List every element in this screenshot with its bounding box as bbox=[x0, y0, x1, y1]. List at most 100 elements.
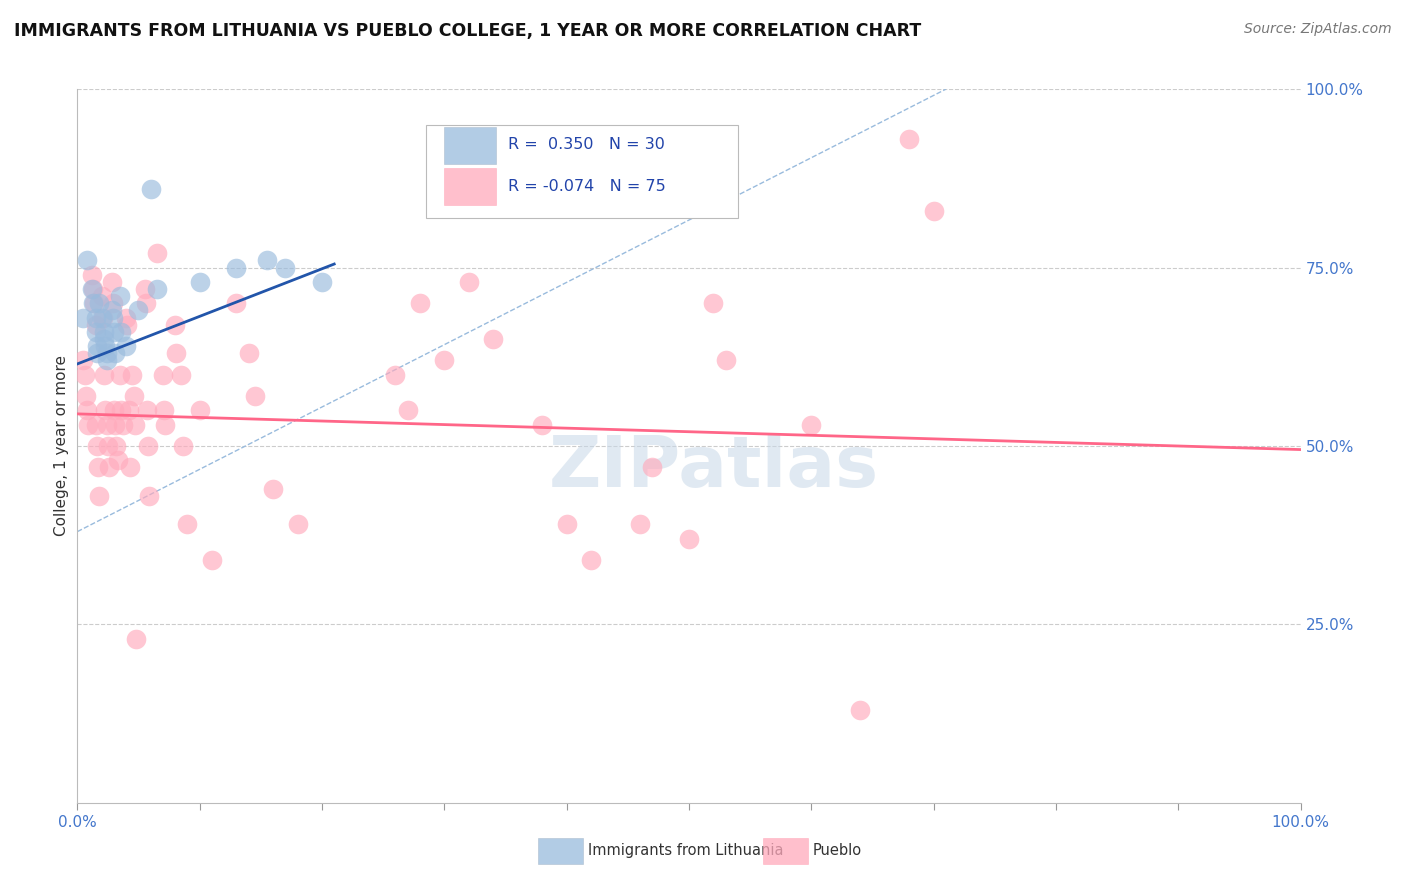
Point bbox=[433, 353, 456, 368]
Point bbox=[80, 282, 103, 296]
Point bbox=[110, 403, 132, 417]
Point bbox=[94, 403, 117, 417]
Point bbox=[152, 368, 174, 382]
Point bbox=[98, 460, 121, 475]
Text: Immigrants from Lithuania: Immigrants from Lithuania bbox=[588, 844, 783, 858]
Point bbox=[849, 703, 872, 717]
Point bbox=[262, 482, 284, 496]
Text: ZIPatlas: ZIPatlas bbox=[548, 433, 879, 502]
Point bbox=[84, 417, 107, 432]
Point bbox=[256, 253, 278, 268]
Point bbox=[87, 460, 110, 475]
Point bbox=[201, 553, 224, 567]
FancyBboxPatch shape bbox=[444, 127, 496, 164]
Point bbox=[77, 417, 100, 432]
Point bbox=[188, 275, 211, 289]
Point bbox=[121, 368, 143, 382]
Text: Source: ZipAtlas.com: Source: ZipAtlas.com bbox=[1244, 22, 1392, 37]
Point bbox=[409, 296, 432, 310]
Text: IMMIGRANTS FROM LITHUANIA VS PUEBLO COLLEGE, 1 YEAR OR MORE CORRELATION CHART: IMMIGRANTS FROM LITHUANIA VS PUEBLO COLL… bbox=[14, 22, 921, 40]
Point bbox=[76, 253, 98, 268]
Point bbox=[76, 403, 98, 417]
Point bbox=[90, 310, 112, 325]
Point bbox=[75, 389, 97, 403]
Point bbox=[93, 332, 115, 346]
Point bbox=[72, 310, 94, 325]
Point bbox=[108, 289, 131, 303]
Point bbox=[104, 346, 127, 360]
Point bbox=[238, 346, 260, 360]
Point bbox=[136, 439, 159, 453]
Point bbox=[287, 517, 309, 532]
Point bbox=[86, 346, 108, 360]
Point bbox=[125, 632, 148, 646]
Point bbox=[384, 368, 406, 382]
Text: R = -0.074   N = 75: R = -0.074 N = 75 bbox=[508, 179, 665, 194]
Point bbox=[531, 417, 554, 432]
Point bbox=[146, 246, 169, 260]
Point bbox=[714, 353, 737, 368]
Point bbox=[146, 282, 169, 296]
Point bbox=[396, 403, 419, 417]
Point bbox=[84, 310, 107, 325]
Point bbox=[118, 403, 141, 417]
Point bbox=[100, 275, 122, 289]
Point bbox=[155, 417, 177, 432]
Point bbox=[641, 460, 664, 475]
Point bbox=[172, 439, 194, 453]
Point bbox=[118, 460, 141, 475]
Point bbox=[97, 439, 120, 453]
Point bbox=[107, 453, 129, 467]
Point bbox=[153, 403, 176, 417]
FancyBboxPatch shape bbox=[444, 168, 496, 205]
Y-axis label: College, 1 year or more: College, 1 year or more bbox=[53, 356, 69, 536]
Point bbox=[139, 182, 162, 196]
Point bbox=[89, 489, 111, 503]
Point bbox=[135, 296, 157, 310]
Point bbox=[115, 310, 138, 325]
Point bbox=[96, 417, 118, 432]
FancyBboxPatch shape bbox=[426, 125, 738, 218]
Point bbox=[311, 275, 333, 289]
Point bbox=[274, 260, 297, 275]
Point bbox=[628, 517, 651, 532]
Point bbox=[103, 403, 125, 417]
Point bbox=[124, 417, 146, 432]
Point bbox=[101, 310, 124, 325]
Point bbox=[72, 353, 94, 368]
Point bbox=[90, 289, 112, 303]
Point bbox=[482, 332, 505, 346]
Point bbox=[96, 346, 118, 360]
Point bbox=[80, 268, 103, 282]
Point bbox=[108, 368, 131, 382]
Point bbox=[93, 368, 115, 382]
Point bbox=[225, 296, 247, 310]
Point bbox=[702, 296, 724, 310]
Point bbox=[82, 282, 104, 296]
Point bbox=[922, 203, 945, 218]
Point bbox=[82, 296, 104, 310]
Point bbox=[89, 296, 111, 310]
Point bbox=[84, 318, 107, 332]
Point bbox=[86, 439, 108, 453]
Point bbox=[128, 303, 150, 318]
Point bbox=[136, 403, 159, 417]
Point bbox=[84, 325, 107, 339]
Point bbox=[170, 368, 193, 382]
Point bbox=[73, 368, 96, 382]
Point bbox=[83, 296, 105, 310]
Point bbox=[579, 553, 602, 567]
Point bbox=[457, 275, 479, 289]
Point bbox=[105, 439, 128, 453]
Point bbox=[134, 282, 156, 296]
Point bbox=[122, 389, 145, 403]
Point bbox=[93, 325, 115, 339]
Text: R =  0.350   N = 30: R = 0.350 N = 30 bbox=[508, 136, 665, 152]
Point bbox=[165, 318, 187, 332]
Point bbox=[100, 303, 122, 318]
Point bbox=[188, 403, 211, 417]
Point bbox=[678, 532, 700, 546]
Point bbox=[115, 339, 138, 353]
Point bbox=[104, 417, 127, 432]
Point bbox=[898, 132, 921, 146]
